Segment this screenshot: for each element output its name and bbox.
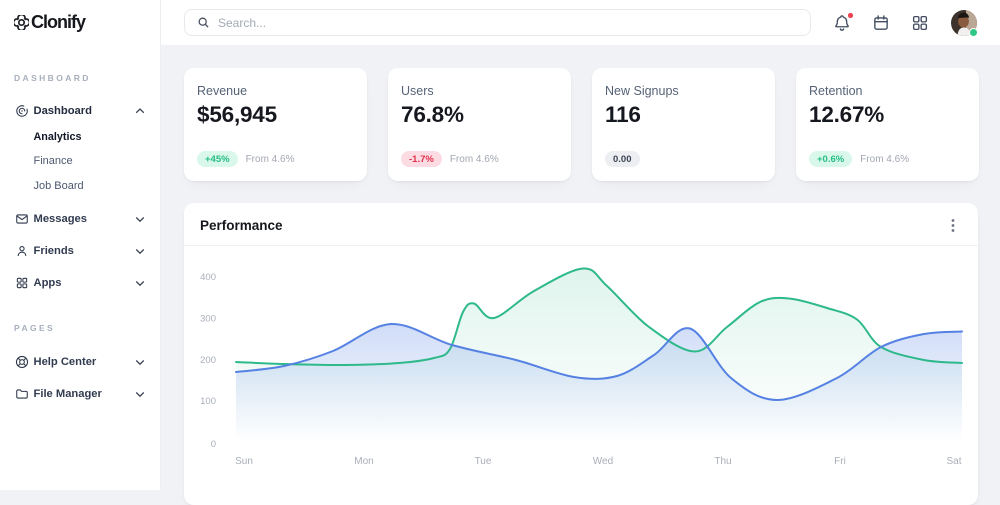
svg-text:200: 200 (200, 355, 216, 366)
svg-text:Wed: Wed (593, 456, 613, 467)
svg-text:400: 400 (200, 272, 216, 283)
svg-text:Thu: Thu (714, 456, 731, 467)
svg-text:300: 300 (200, 314, 216, 325)
svg-text:100: 100 (200, 396, 216, 407)
svg-text:Fri: Fri (834, 456, 846, 467)
svg-text:Sat: Sat (946, 456, 961, 467)
svg-text:Mon: Mon (354, 456, 373, 467)
svg-text:Tue: Tue (475, 456, 492, 467)
svg-text:Sun: Sun (235, 456, 253, 467)
svg-text:0: 0 (211, 439, 216, 450)
